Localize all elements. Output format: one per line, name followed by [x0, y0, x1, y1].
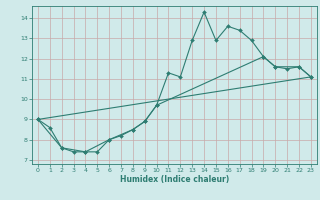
X-axis label: Humidex (Indice chaleur): Humidex (Indice chaleur) — [120, 175, 229, 184]
